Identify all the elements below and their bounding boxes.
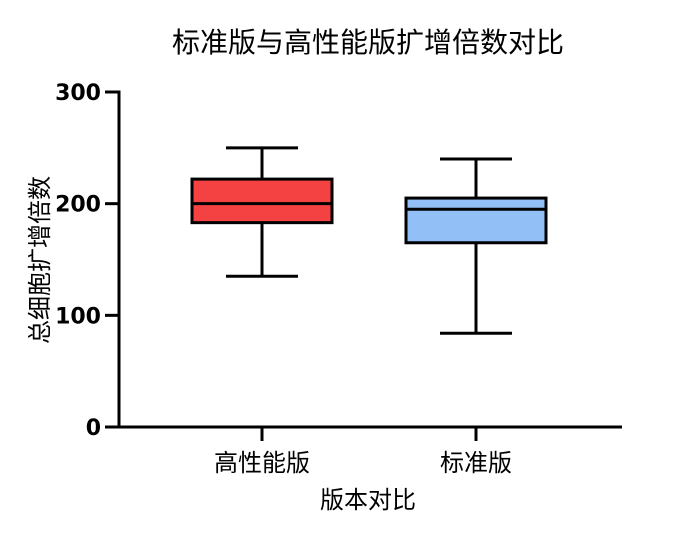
x-tick-label: 标准版	[440, 449, 512, 477]
box-standard	[404, 157, 548, 335]
y-axis-label: 总细胞扩增倍数	[26, 176, 54, 344]
box-high-performance	[190, 146, 334, 278]
box-series	[190, 146, 548, 335]
chart-title: 标准版与高性能版扩增倍数对比	[172, 26, 564, 59]
y-tick-label: 200	[55, 193, 101, 218]
x-axis-label: 版本对比	[320, 486, 416, 514]
iqr-box	[404, 196, 548, 245]
y-tick-label: 300	[55, 81, 101, 106]
y-tick-label: 0	[86, 416, 101, 441]
y-tick-label: 100	[55, 304, 101, 329]
x-axis: 高性能版 标准版	[117, 425, 622, 477]
iqr-box	[190, 177, 334, 225]
y-axis: 0 100 200 300	[55, 81, 121, 441]
x-tick-label: 高性能版	[214, 449, 310, 477]
